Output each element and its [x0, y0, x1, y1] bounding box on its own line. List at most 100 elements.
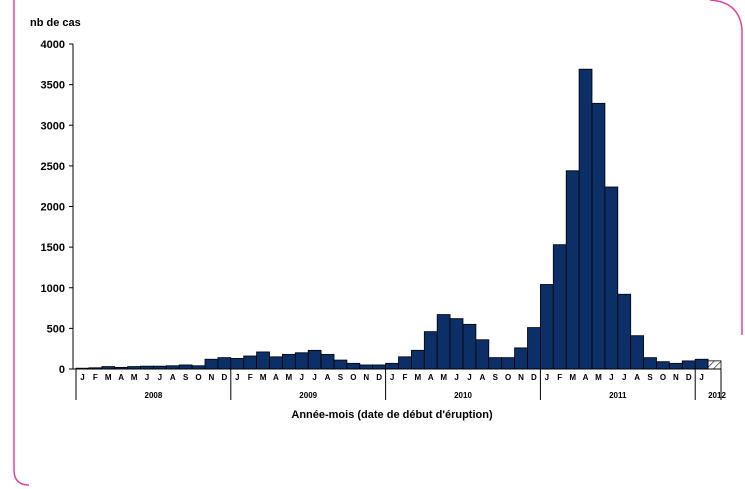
bar [604, 186, 619, 370]
y-axis-ticks: 0 500 1000 1500 2000 2500 3000 3500 4000 [41, 39, 74, 376]
bar [243, 355, 257, 370]
bar [436, 314, 451, 370]
bar [681, 360, 696, 370]
x-tick-label: J [390, 373, 394, 382]
bar [423, 331, 438, 370]
x-tick-label: O [505, 373, 511, 382]
bar [656, 361, 670, 370]
bar [410, 349, 425, 370]
bar [462, 323, 477, 370]
y-tick-label: 500 [47, 323, 65, 335]
x-tick-label: A [634, 373, 640, 382]
y-axis-title: nb de cas [30, 17, 81, 29]
x-tick-label: N [518, 373, 524, 382]
y-tick-label: 3500 [41, 80, 65, 92]
bar [694, 358, 709, 370]
bar [346, 362, 361, 370]
x-tick-label: J [454, 373, 458, 382]
y-tick-label: 3000 [41, 120, 65, 132]
x-tick-label: D [686, 373, 692, 382]
x-tick-label: S [338, 373, 344, 382]
year-label: 2009 [299, 391, 317, 400]
x-tick-label: M [131, 373, 138, 382]
x-tick-label: N [209, 373, 215, 382]
x-tick-label: A [428, 373, 434, 382]
x-tick-label: J [312, 373, 316, 382]
x-tick-label: F [248, 373, 253, 382]
bar [527, 327, 541, 370]
y-tick-label: 1500 [41, 242, 65, 254]
bar [552, 244, 567, 370]
x-tick-label: F [93, 373, 98, 382]
y-tick-label: 2500 [41, 161, 65, 173]
x-tick-label: S [647, 373, 653, 382]
bar [591, 102, 606, 370]
bar [565, 170, 580, 370]
x-axis-title: Année-mois (date de début d'éruption) [291, 409, 493, 421]
x-tick-label: S [493, 373, 499, 382]
bar [540, 284, 554, 370]
x-tick-label: O [350, 373, 356, 382]
x-tick-label: J [158, 373, 162, 382]
bar [514, 347, 528, 370]
year-label: 2011 [609, 391, 627, 400]
x-tick-label: A [273, 373, 279, 382]
x-tick-label: S [183, 373, 189, 382]
bar [643, 357, 657, 370]
bar [372, 364, 387, 370]
x-tick-label: D [376, 373, 382, 382]
x-tick-label: N [363, 373, 369, 382]
x-tick-label: N [673, 373, 679, 382]
bar [501, 357, 516, 370]
bar [294, 352, 309, 370]
y-tick-label: 0 [59, 364, 65, 376]
bar [398, 356, 412, 370]
x-tick-label: M [569, 373, 576, 382]
x-tick-label: J [609, 373, 613, 382]
x-tick-label: M [260, 373, 267, 382]
x-tick-label: J [699, 373, 703, 382]
bar [630, 335, 645, 370]
year-label: 2008 [145, 391, 163, 400]
x-tick-label: J [145, 373, 149, 382]
y-tick-label: 4000 [41, 39, 65, 51]
x-tick-label: M [415, 373, 422, 382]
bar [256, 351, 270, 370]
year-label: 2010 [454, 391, 472, 400]
bar [385, 362, 399, 370]
bar [269, 356, 283, 370]
x-tick-label: D [221, 373, 227, 382]
x-tick-label: J [467, 373, 471, 382]
bar [449, 318, 464, 370]
y-tick-label: 1000 [41, 283, 65, 295]
x-tick-label: O [660, 373, 666, 382]
x-tick-label: O [195, 373, 201, 382]
x-tick-label: D [531, 373, 537, 382]
bar [320, 353, 335, 370]
bar [359, 364, 374, 370]
bar [333, 359, 348, 370]
year-label: 2012 [708, 391, 726, 400]
x-tick-label: A [170, 373, 176, 382]
x-tick-label: M [595, 373, 602, 382]
x-tick-label: J [545, 373, 549, 382]
x-tick-label: M [105, 373, 112, 382]
x-tick-label: J [80, 373, 84, 382]
x-tick-label: J [622, 373, 626, 382]
x-tick-label: F [557, 373, 562, 382]
x-tick-label: J [235, 373, 239, 382]
bar [204, 358, 219, 370]
bar [217, 357, 232, 370]
frame-border [13, 0, 743, 486]
bars [75, 68, 722, 370]
x-tick-label: A [583, 373, 589, 382]
bar [178, 364, 193, 370]
bar [669, 362, 683, 370]
bar [578, 68, 593, 370]
x-tick-label: M [286, 373, 293, 382]
bar [617, 293, 632, 370]
bar [307, 349, 322, 370]
